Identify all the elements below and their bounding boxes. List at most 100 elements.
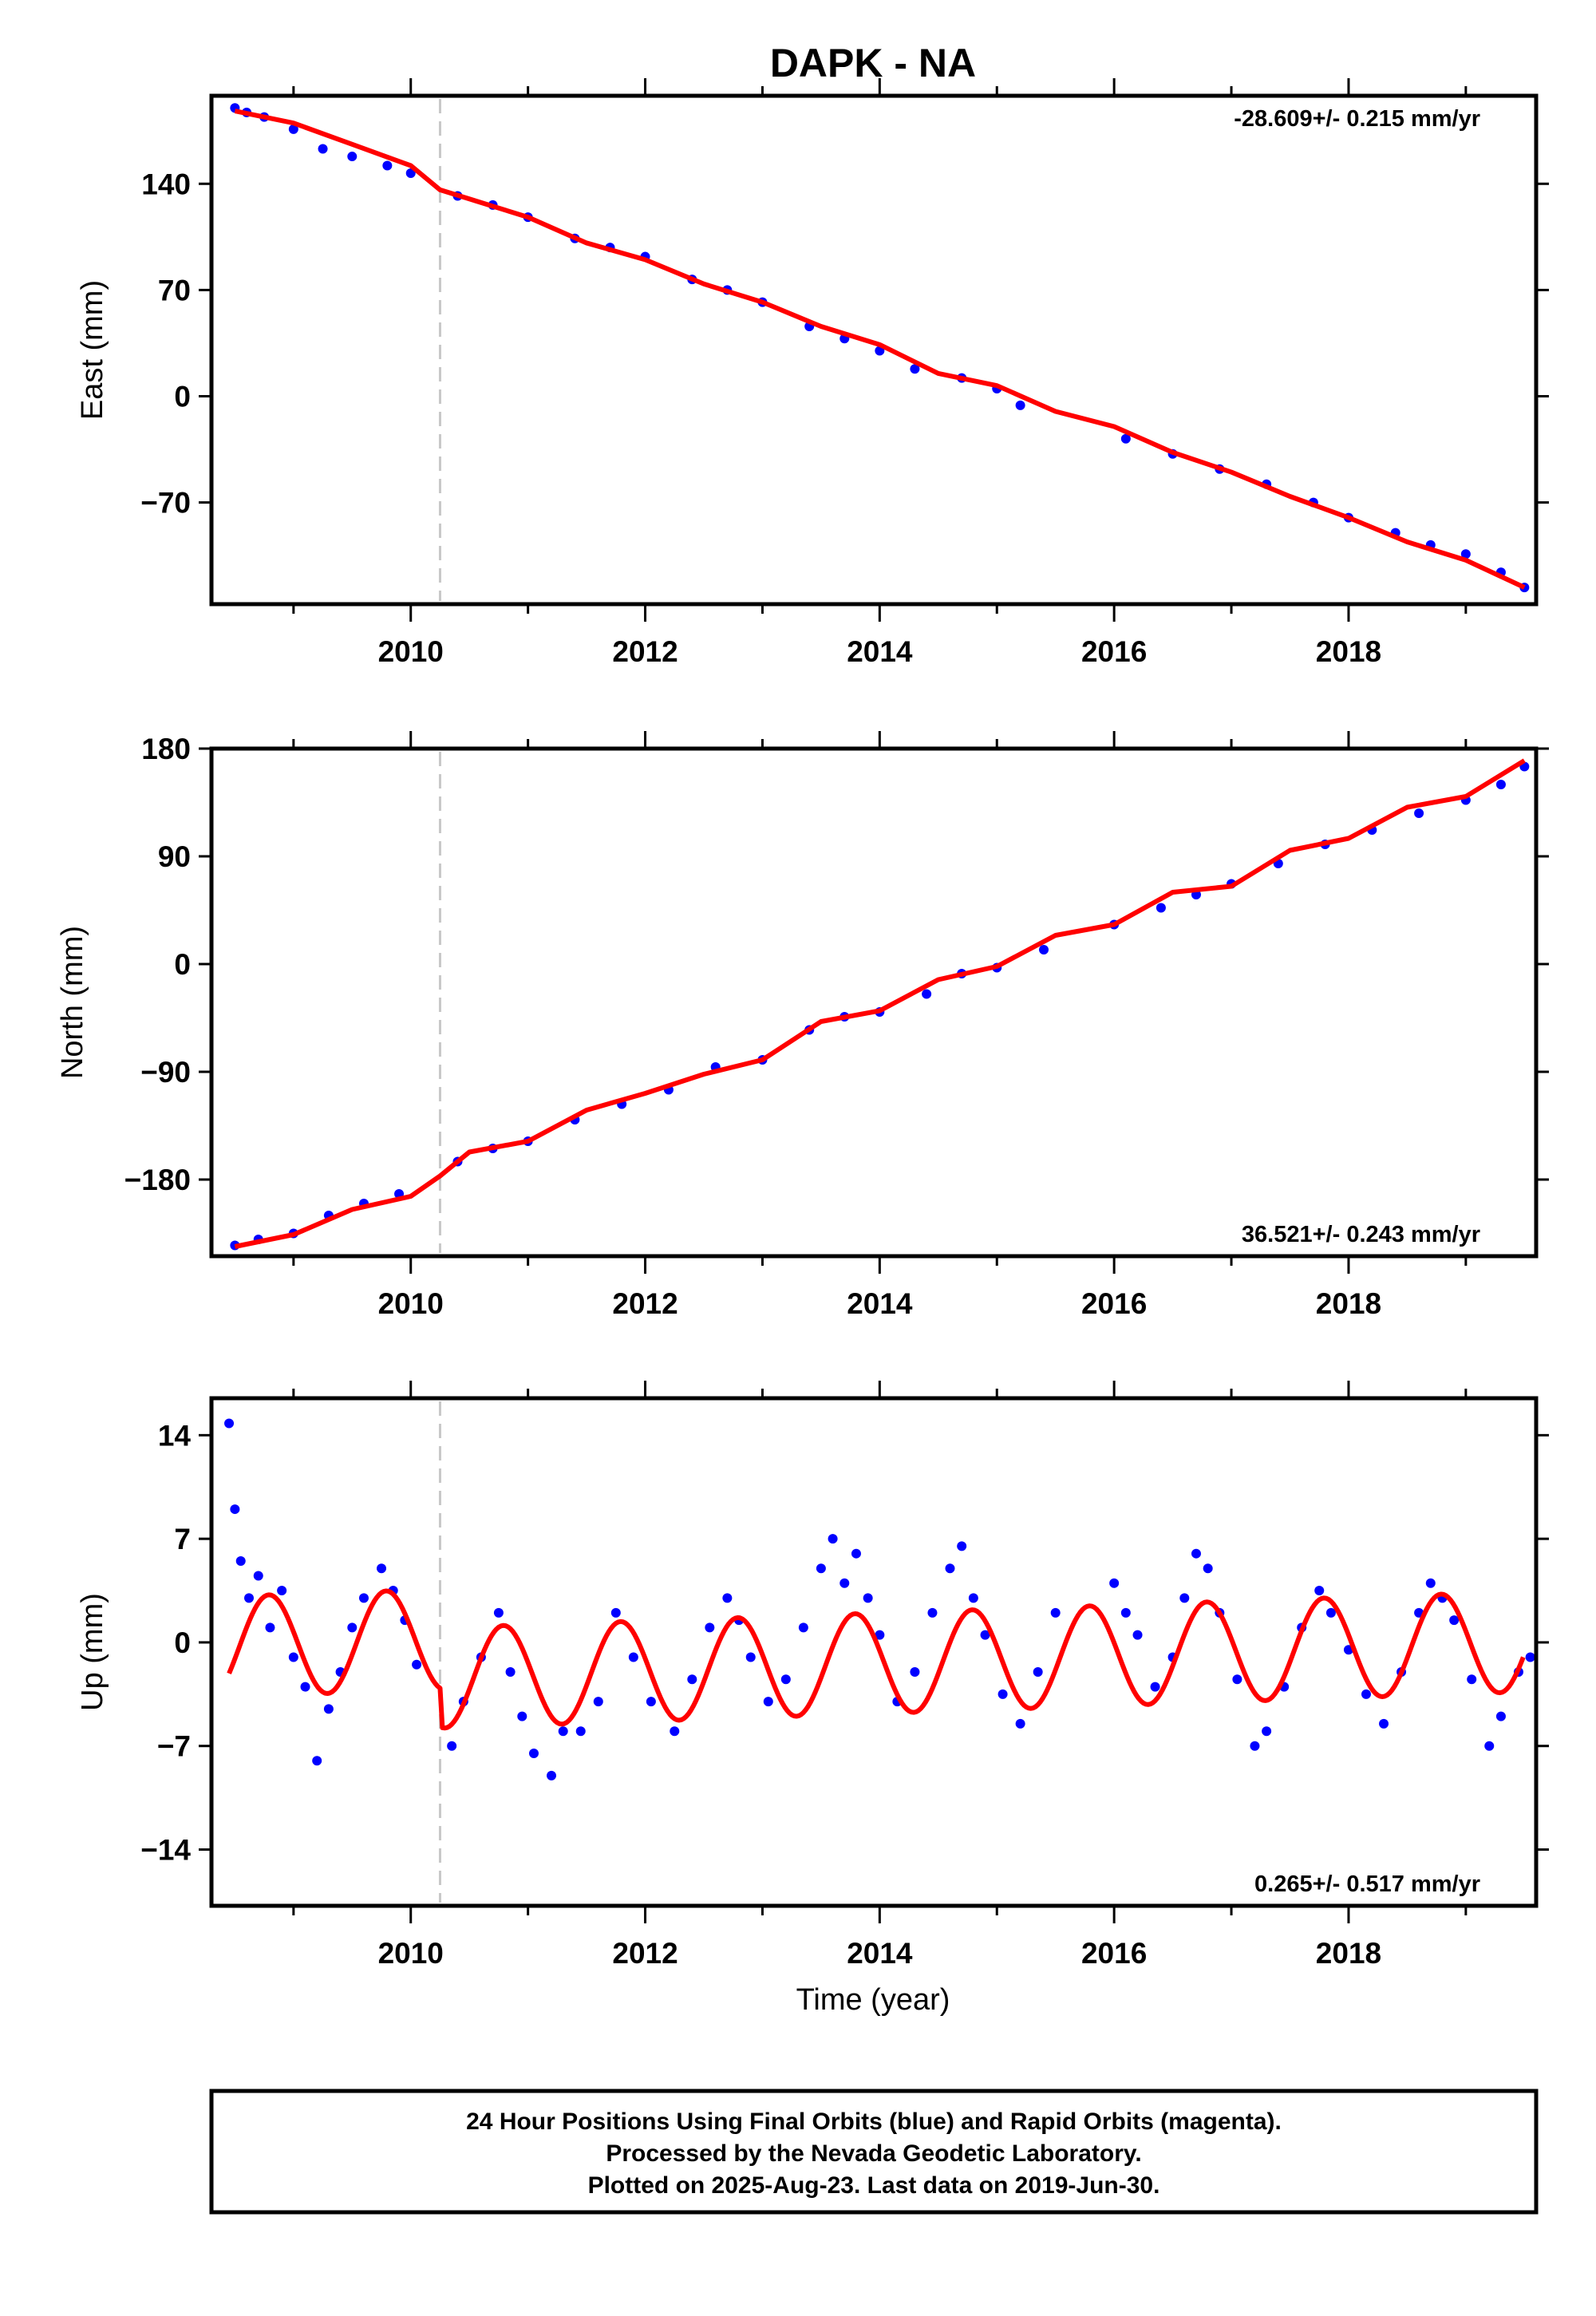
up-data-point	[1120, 1607, 1131, 1618]
north-y-tick-label: 90	[158, 840, 191, 873]
up-data-point	[998, 1689, 1008, 1699]
up-data-point	[1495, 1711, 1506, 1721]
up-data-point	[851, 1548, 861, 1559]
north-fit-line	[234, 758, 1526, 1249]
north-data-point	[1156, 903, 1166, 913]
north-x-tick-label: 2016	[1081, 1287, 1147, 1320]
north-data-point	[1414, 808, 1424, 818]
x-axis-label: Time (year)	[796, 1983, 950, 2017]
up-data-point	[447, 1741, 457, 1751]
east-x-tick-label: 2012	[612, 635, 678, 668]
up-data-point	[1314, 1586, 1325, 1596]
east-panel: 2010 2012 2014 2016 2018 140 70 0 −70 East (mm) -2…	[76, 78, 1549, 668]
north-x-tick-label: 2018	[1316, 1287, 1381, 1320]
up-data-point	[945, 1563, 955, 1574]
east-y-tick-label: 0	[174, 380, 191, 413]
up-fit-line	[227, 1588, 1526, 1731]
east-data-point	[318, 144, 328, 154]
up-data-point	[839, 1578, 850, 1588]
up-data-point	[1033, 1667, 1043, 1678]
up-frame	[209, 1396, 1539, 1908]
up-data-point	[745, 1652, 756, 1662]
up-data-point	[1425, 1578, 1436, 1588]
up-data-point	[575, 1726, 586, 1737]
up-data-point	[910, 1667, 920, 1678]
up-data-point	[968, 1593, 978, 1603]
up-data-point	[323, 1704, 334, 1714]
north-x-tick-label: 2014	[847, 1287, 913, 1320]
up-data-point	[763, 1697, 773, 1707]
up-data-point	[1250, 1741, 1260, 1751]
up-data-point	[1325, 1607, 1336, 1618]
east-y-tick-label: −70	[140, 487, 191, 520]
up-data-point	[347, 1622, 358, 1633]
east-data-point	[347, 152, 358, 162]
up-x-tick-label: 2016	[1081, 1937, 1147, 1970]
east-fit-line	[234, 109, 1526, 590]
footer-line-3: Plotted on 2025-Aug-23. Last data on 201…	[588, 2172, 1160, 2199]
up-data-point	[705, 1622, 715, 1633]
up-data-point	[253, 1571, 263, 1581]
north-y-tick-label: 0	[174, 948, 191, 981]
north-x-tick-label: 2012	[612, 1287, 678, 1320]
up-data-point	[244, 1593, 255, 1603]
up-data-point	[1203, 1563, 1213, 1574]
up-data-point	[230, 1504, 240, 1515]
up-data-point	[628, 1652, 638, 1662]
east-data-point	[288, 124, 298, 134]
up-data-point	[1361, 1689, 1371, 1699]
up-panel: 2010 2012 2014 2016 2018 14 7 0 −7 −14 Up (mm) 0.26…	[76, 1381, 1549, 1970]
up-data-point	[312, 1756, 322, 1766]
up-data-point	[1232, 1674, 1242, 1685]
north-y-tick-label: −180	[124, 1164, 191, 1196]
up-data-point	[863, 1593, 873, 1603]
up-data-point	[377, 1563, 387, 1574]
up-data-point	[1015, 1718, 1025, 1729]
up-x-tick-label: 2010	[378, 1937, 444, 1970]
north-data-point	[922, 989, 932, 999]
up-data-point	[1191, 1548, 1201, 1559]
up-data-point	[957, 1541, 967, 1551]
up-data-point	[1179, 1593, 1190, 1603]
east-data-point	[1460, 549, 1471, 559]
up-data-point	[493, 1607, 504, 1618]
up-y-tick-label: 7	[174, 1523, 191, 1555]
up-data-point	[646, 1697, 656, 1707]
east-y-axis-label: East (mm)	[76, 280, 109, 420]
up-data-point	[277, 1586, 287, 1596]
up-data-point	[828, 1534, 838, 1544]
up-y-tick-label: −7	[157, 1730, 191, 1763]
up-y-tick-label: 14	[158, 1419, 192, 1452]
up-data-point	[358, 1593, 369, 1603]
up-data-point	[722, 1593, 733, 1603]
east-x-tick-label: 2014	[847, 635, 913, 668]
up-data-point	[980, 1630, 990, 1640]
east-data-point	[405, 168, 416, 178]
up-data-point	[288, 1652, 298, 1662]
up-data-point	[1262, 1726, 1272, 1737]
north-rate-label: 36.521+/- 0.243 mm/yr	[1242, 1222, 1480, 1247]
up-data-point	[610, 1607, 621, 1618]
east-x-tick-label: 2016	[1081, 635, 1147, 668]
up-x-tick-label: 2018	[1316, 1937, 1381, 1970]
up-data-point	[224, 1418, 235, 1429]
east-frame	[209, 93, 1539, 607]
up-x-tick-label: 2012	[612, 1937, 678, 1970]
east-data-point	[910, 364, 920, 374]
east-data-point	[382, 160, 393, 171]
up-data-point	[1449, 1615, 1460, 1626]
north-data-point	[1039, 945, 1049, 954]
up-data-point	[798, 1622, 808, 1633]
east-data-point	[1015, 400, 1025, 410]
up-data-point	[1132, 1630, 1143, 1640]
north-x-tick-label: 2010	[378, 1287, 444, 1320]
up-data-point	[265, 1622, 275, 1633]
up-data-point	[1467, 1674, 1477, 1685]
east-x-tick-label: 2018	[1316, 635, 1381, 668]
east-x-tick-label: 2010	[378, 635, 444, 668]
footer-box	[209, 2089, 1539, 2215]
east-y-tick-label: 70	[158, 274, 191, 306]
up-data-point	[1525, 1652, 1535, 1662]
east-data-point	[1120, 433, 1131, 444]
